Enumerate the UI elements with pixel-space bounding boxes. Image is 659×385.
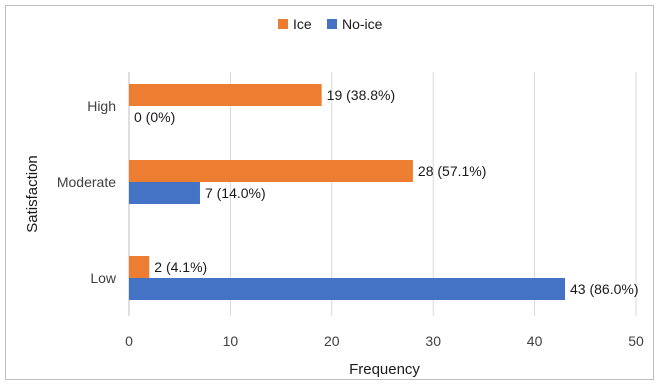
bar-ice-high (129, 84, 322, 106)
bar-no-ice-low (129, 278, 566, 300)
y-tick-label-moderate: Moderate (57, 174, 116, 190)
legend-label-no-ice: No-ice (342, 16, 383, 32)
x-tick-label-40: 40 (527, 333, 543, 349)
x-tick-label-20: 20 (324, 333, 340, 349)
bar-ice-moderate (129, 160, 413, 182)
x-tick-label-30: 30 (425, 333, 441, 349)
chart-frame (5, 5, 654, 380)
x-tick-label-50: 50 (628, 333, 644, 349)
bar-no-ice-moderate (129, 182, 200, 204)
x-tick-label-10: 10 (223, 333, 239, 349)
legend-label-ice: Ice (293, 16, 312, 32)
data-label-no-ice-moderate: 7 (14.0%) (205, 185, 266, 201)
data-label-ice-high: 19 (38.8%) (327, 87, 395, 103)
x-tick-label-0: 0 (125, 333, 133, 349)
y-tick-label-low: Low (90, 270, 117, 286)
data-label-ice-moderate: 28 (57.1%) (418, 163, 486, 179)
x-axis-title: Frequency (349, 361, 420, 378)
data-label-no-ice-high: 0 (0%) (134, 109, 175, 125)
y-axis-title: Satisfaction (24, 155, 41, 233)
legend-swatch-ice (278, 19, 288, 29)
data-label-no-ice-low: 43 (86.0%) (570, 281, 638, 297)
data-label-ice-low: 2 (4.1%) (154, 259, 207, 275)
legend-swatch-no-ice (327, 19, 337, 29)
bar-ice-low (129, 256, 150, 278)
y-tick-label-high: High (87, 98, 116, 114)
